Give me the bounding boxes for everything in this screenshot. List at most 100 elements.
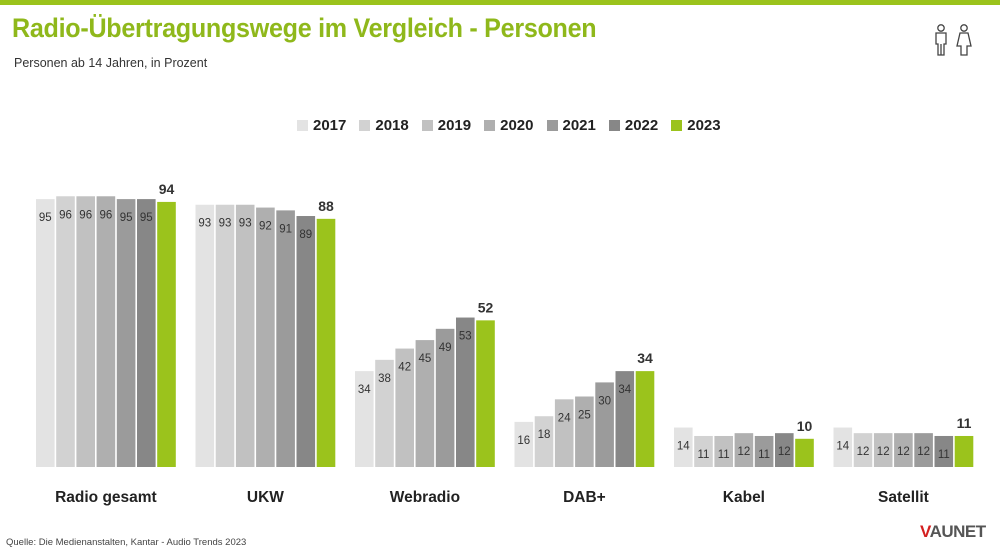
data-label: 96	[79, 209, 92, 221]
bar-2017	[355, 371, 374, 467]
bar-2021	[116, 199, 136, 467]
legend-swatch	[546, 119, 558, 131]
bar-2020	[256, 207, 275, 467]
bar-2022	[615, 371, 635, 467]
data-label: 12	[897, 446, 910, 458]
bar-2019	[554, 399, 574, 467]
data-label: 96	[59, 209, 72, 221]
bar-2017	[674, 427, 693, 467]
data-label: 11	[718, 449, 730, 461]
data-label-2023: 11	[957, 415, 972, 431]
bar-2019	[76, 196, 95, 467]
bar-2021	[276, 210, 295, 467]
data-label-2023: 52	[478, 299, 494, 315]
bar-2018	[534, 416, 554, 467]
data-label: 11	[938, 449, 950, 461]
data-label: 95	[120, 212, 133, 224]
chart-title: Radio-Übertragungswege im Vergleich - Pe…	[12, 13, 597, 43]
legend-label: 2018	[375, 116, 409, 134]
data-label: 38	[378, 373, 391, 385]
data-label: 12	[778, 446, 791, 458]
data-label: 49	[439, 342, 452, 354]
legend-swatch	[608, 119, 620, 131]
bar-2020	[894, 433, 913, 467]
category-label: Kabel	[723, 489, 765, 506]
data-label: 25	[578, 410, 591, 422]
data-label: 34	[618, 384, 631, 396]
bar-2023	[795, 438, 814, 467]
category-label: Satellit	[878, 489, 929, 506]
data-label-2023: 34	[637, 350, 653, 366]
data-label: 95	[140, 212, 153, 224]
legend-swatch	[671, 119, 683, 131]
bar-2021	[754, 435, 774, 467]
logo-text: AUNET	[929, 522, 987, 541]
data-label: 93	[198, 218, 211, 230]
category-label: Webradio	[390, 489, 460, 506]
legend-item-2018: 2018	[359, 116, 409, 134]
bar-2020	[96, 196, 116, 467]
bar-2022	[456, 317, 475, 467]
bar-2019	[395, 348, 414, 467]
legend-item-2022: 2022	[608, 117, 658, 134]
category-label: DAB+	[563, 489, 606, 506]
legend-swatch	[421, 119, 433, 131]
bar-2021	[595, 382, 614, 467]
legend-item-2017: 2017	[297, 117, 346, 134]
bar-2020	[734, 433, 754, 467]
bar-2023	[954, 435, 974, 467]
legend-item-2021: 2021	[546, 116, 596, 134]
data-label: 93	[219, 218, 232, 230]
bar-2019	[873, 433, 893, 467]
legend-swatch	[359, 119, 371, 131]
data-label-2023: 94	[159, 181, 175, 197]
data-label: 53	[459, 331, 472, 343]
bar-2023	[157, 201, 176, 468]
legend-item-2020: 2020	[484, 116, 534, 134]
data-label: 95	[39, 212, 52, 224]
bar-2021	[914, 433, 933, 467]
yaunet-logo: VAUNET	[920, 522, 986, 542]
data-label: 92	[259, 221, 272, 233]
data-label-2023: 10	[797, 418, 813, 434]
data-label: 12	[738, 446, 751, 458]
legend-item-2023: 2023	[671, 116, 721, 134]
legend-item-2019: 2019	[421, 117, 471, 134]
bar-2023	[476, 320, 495, 467]
data-label: 89	[299, 229, 312, 241]
data-label: 14	[836, 441, 849, 453]
bar-2021	[435, 328, 455, 467]
chart-subtitle: Personen ab 14 Jahren, in Prozent	[14, 56, 208, 70]
data-label: 93	[239, 218, 252, 230]
bar-2017	[36, 199, 55, 467]
legend-label: 2021	[562, 116, 596, 134]
logo-accent-letter: V	[920, 522, 930, 541]
legend-label: 2020	[500, 116, 534, 134]
bar-2022	[775, 433, 794, 467]
bar-2022	[296, 216, 316, 467]
data-label: 11	[758, 449, 770, 461]
bar-2022	[137, 199, 156, 467]
data-label: 42	[398, 362, 411, 374]
legend-swatch	[297, 119, 308, 131]
bar-2022	[934, 435, 954, 467]
data-label: 12	[877, 446, 890, 458]
data-label-2023: 88	[318, 198, 334, 214]
bar-2018	[694, 435, 713, 467]
bar-2017	[195, 204, 215, 468]
data-label: 12	[917, 446, 930, 458]
bar-2018	[56, 196, 75, 467]
legend-label: 2017	[313, 116, 347, 134]
source-note: Quelle: Die Medienanstalten, Kantar - Au…	[6, 537, 247, 548]
bar-2017	[833, 427, 853, 467]
data-label: 14	[677, 441, 690, 453]
legend-label: 2023	[687, 116, 721, 134]
data-label: 30	[598, 395, 611, 407]
bar-2019	[235, 204, 255, 468]
data-label: 45	[419, 353, 432, 365]
bar-2023	[316, 218, 336, 467]
bar-2019	[714, 435, 733, 467]
bar-2020	[575, 396, 594, 467]
data-label: 34	[358, 384, 371, 396]
